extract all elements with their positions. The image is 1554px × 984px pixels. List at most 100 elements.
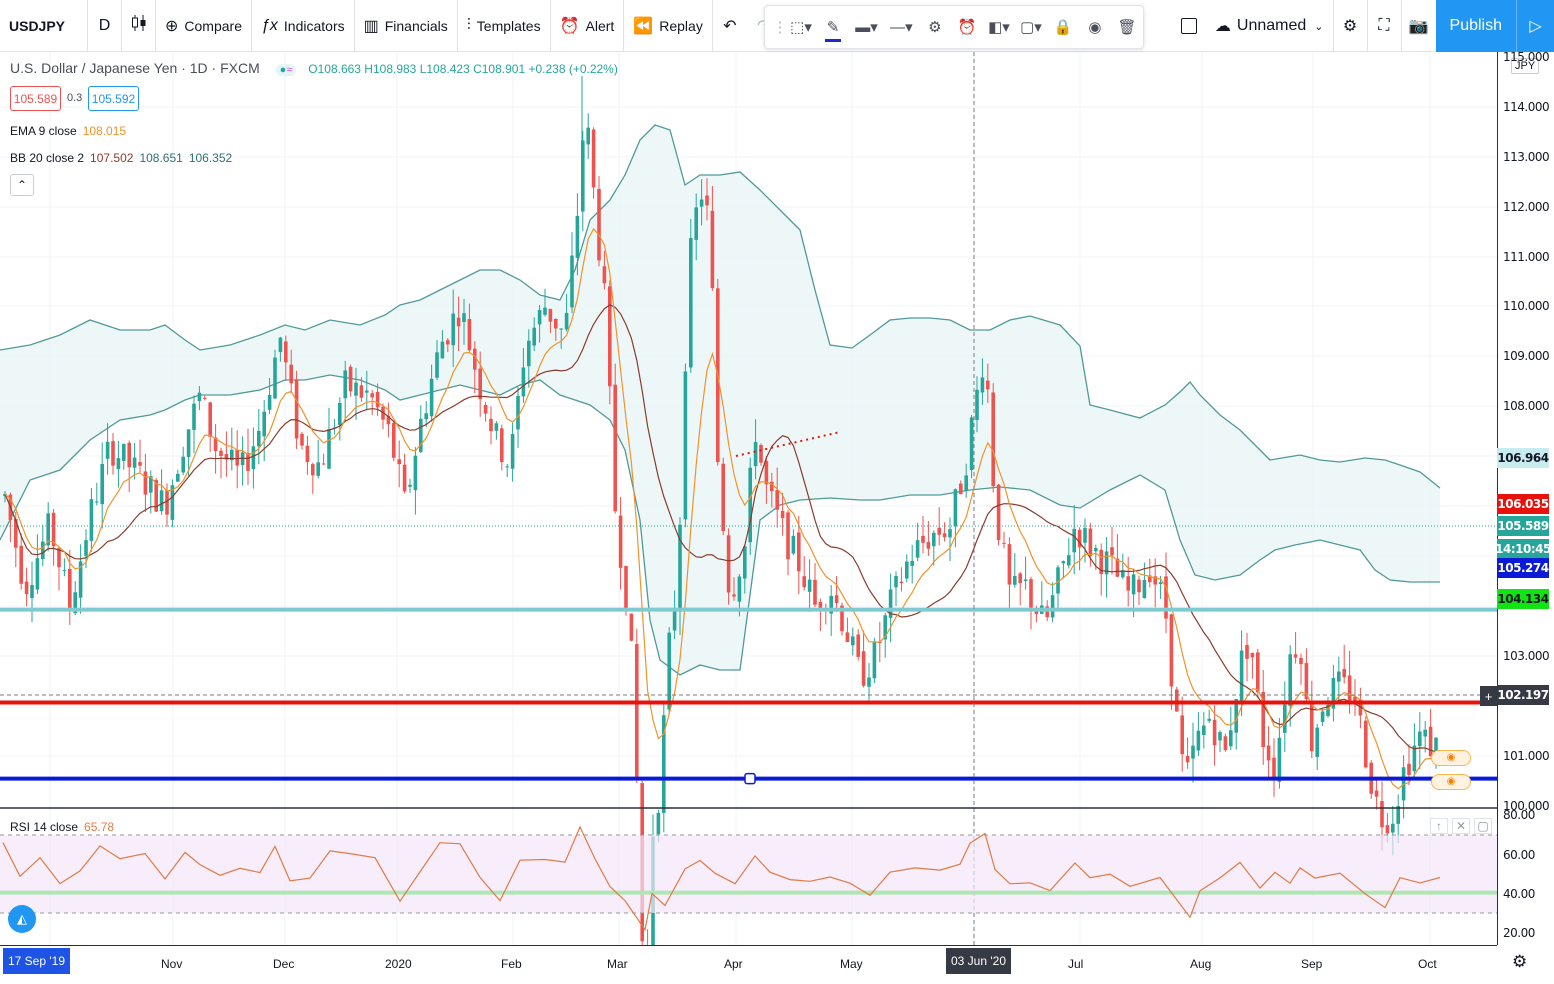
price-chart[interactable] <box>0 52 1497 945</box>
replay-label: Replay <box>659 17 703 34</box>
sell-button[interactable]: 105.589 <box>10 86 61 111</box>
line-style-button[interactable]: —▾ <box>884 9 919 45</box>
bollinger-basis-line <box>4 304 1437 753</box>
layout-name-button[interactable]: ☁ Unnamed ⌄ <box>1206 0 1334 52</box>
screenshot-button[interactable]: 📷 <box>1402 0 1436 52</box>
fullscreen-button[interactable]: ⛶ <box>1368 0 1402 52</box>
ema-legend[interactable]: EMA 9 close 108.015 <box>10 124 126 138</box>
candle-down <box>143 471 148 495</box>
alert-button[interactable]: ⏰ Alert <box>551 0 625 52</box>
template-select-button[interactable]: ⬚▾ <box>785 9 817 45</box>
candle-down <box>1293 654 1298 658</box>
candle-down <box>1364 720 1368 768</box>
price-axis-label: 109.000 <box>1503 349 1550 363</box>
rsi-band-fill <box>0 835 1497 913</box>
price-axis-tag: 106.964 <box>1497 448 1549 468</box>
candle-up <box>1142 579 1147 599</box>
candle-down <box>1407 763 1411 775</box>
stream-button[interactable]: ▷ <box>1516 0 1554 52</box>
candle-up <box>1283 704 1287 733</box>
candle-down <box>775 490 779 510</box>
ema-label: EMA 9 close <box>10 124 77 138</box>
financials-button[interactable]: ▥ Financials <box>355 0 458 52</box>
checkbox-button[interactable] <box>1172 0 1206 52</box>
settings-button[interactable]: ⚙ <box>919 9 951 45</box>
price-axis-tag: 105.589 <box>1497 516 1549 536</box>
visual-order-button[interactable]: ◧▾ <box>983 9 1015 45</box>
compare-button[interactable]: ⊕ Compare <box>156 0 252 52</box>
rsi-label: RSI 14 close <box>10 820 79 834</box>
bollinger-fill <box>0 125 1440 675</box>
candle-up <box>570 255 574 308</box>
replay-button[interactable]: ⏪ Replay <box>624 0 713 52</box>
undo-button[interactable]: ↶ <box>713 0 747 52</box>
hide-button[interactable]: ◉ <box>1079 9 1111 45</box>
tradingview-logo[interactable]: ◭ <box>8 905 36 933</box>
template-select-icon: ⬚▾ <box>790 19 812 36</box>
line-width-button[interactable]: ▬▾ <box>849 9 884 45</box>
candle-up <box>1418 731 1422 747</box>
arrow-up-icon[interactable]: ↑ <box>1430 818 1448 834</box>
candle-down <box>1347 675 1352 703</box>
spread-text: 0.3 <box>67 92 83 104</box>
candle-down <box>478 368 482 400</box>
price-axis-label: 114.000 <box>1503 100 1550 114</box>
candle-up <box>1121 570 1125 578</box>
rsi-pane-controls: ↑ ✕ ▢ <box>1430 818 1492 834</box>
price-axis-label: 101.000 <box>1503 749 1550 763</box>
candle-up <box>343 370 347 399</box>
checkbox-icon <box>1180 18 1197 34</box>
candle-up <box>521 367 526 397</box>
candle-down <box>392 422 396 458</box>
maximize-icon[interactable]: ▢ <box>1474 818 1492 834</box>
candle-down <box>489 418 493 432</box>
candle-up <box>230 449 234 461</box>
candle-down <box>921 535 925 543</box>
candle-down <box>1148 575 1152 583</box>
candle-down <box>759 445 763 463</box>
candle-down <box>1342 669 1346 678</box>
time-axis[interactable] <box>0 945 1497 984</box>
clone-button[interactable]: ▢▾ <box>1015 9 1047 45</box>
axis-settings-button[interactable]: ⚙ <box>1512 952 1527 972</box>
candle-up <box>964 475 968 491</box>
line-color-button[interactable]: ✎ <box>817 9 849 45</box>
candle-up <box>149 476 153 493</box>
candle-up <box>1196 730 1201 751</box>
interval-button[interactable]: D <box>88 0 122 52</box>
collapse-legend-button[interactable]: ⌃ <box>10 174 34 196</box>
candle-down <box>294 379 299 439</box>
candle-down <box>1029 579 1033 608</box>
candle-down <box>213 437 218 452</box>
publish-button[interactable]: Publish <box>1435 0 1516 52</box>
buy-button[interactable]: 105.592 <box>88 86 139 111</box>
candle-down <box>375 391 380 408</box>
candle-down <box>311 464 315 476</box>
candle-up <box>656 812 661 835</box>
play-circle-icon: ▷ <box>1529 18 1542 35</box>
chart-settings-button[interactable]: ⚙ <box>1334 0 1368 52</box>
events-icon[interactable]: ◉ ◉ <box>1431 750 1471 805</box>
candle-up <box>1191 745 1195 759</box>
candle-up <box>251 446 256 470</box>
symbol-search-button[interactable]: USDJPY <box>0 0 88 52</box>
close-icon[interactable]: ✕ <box>1452 818 1470 834</box>
templates-button[interactable]: ⫶ Templates <box>458 0 551 52</box>
lock-button[interactable]: 🔒 <box>1047 9 1079 45</box>
interval-label: D <box>98 16 111 34</box>
indicators-button[interactable]: ƒx Indicators <box>252 0 355 52</box>
candle-up <box>872 642 877 679</box>
candle-up <box>1023 579 1028 581</box>
rsi-axis-label: 80.00 <box>1503 808 1535 822</box>
candle-up <box>159 490 164 512</box>
bb-legend[interactable]: BB 20 close 2 107.502 108.651 106.352 <box>10 151 232 165</box>
delete-button[interactable]: 🗑 <box>1111 9 1143 45</box>
lock-icon: 🔒 <box>1053 19 1073 36</box>
rsi-legend[interactable]: RSI 14 close 65.78 <box>10 820 114 834</box>
fx-icon: ƒx <box>261 16 278 34</box>
alert-drawing-button[interactable]: ⏰ <box>951 9 983 45</box>
candle-down <box>68 568 72 609</box>
drag-handle[interactable]: ⋮ <box>772 19 788 36</box>
candle-up <box>73 592 77 614</box>
chart-type-button[interactable] <box>122 0 156 52</box>
